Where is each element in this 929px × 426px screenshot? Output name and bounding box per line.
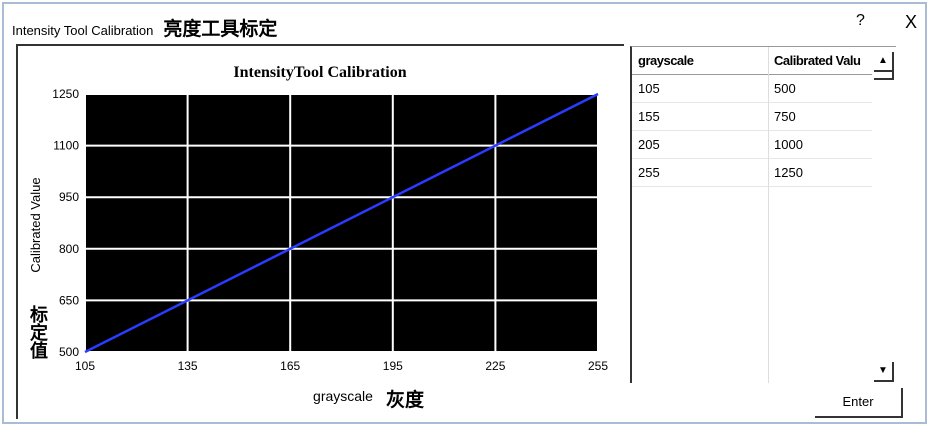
table-cell-calibrated-value[interactable]: 500	[768, 75, 872, 103]
y-tick-label: 950	[59, 190, 79, 204]
y-tick-label: 800	[59, 242, 79, 256]
calibration-table: grayscale Calibrated Valu 105 500 155 750 205 1…	[630, 46, 896, 383]
table-cell-calibrated-value[interactable]: 1250	[768, 159, 872, 187]
help-button[interactable]: ?	[856, 12, 865, 29]
chart-title: IntensityTool Calibration	[233, 64, 406, 81]
y-tick-label: 650	[59, 293, 79, 307]
chart-panel	[16, 44, 624, 419]
table-cell-grayscale[interactable]: 255	[632, 159, 768, 187]
column-header-grayscale: grayscale	[632, 47, 768, 75]
title-cn: 亮度工具标定	[163, 19, 278, 40]
title-en: Intensity Tool Calibration	[12, 23, 154, 38]
scroll-up-button[interactable]: ▲	[874, 52, 894, 72]
series-line	[84, 92, 599, 354]
column-divider	[768, 47, 769, 383]
column-header-calibrated-value: Calibrated Valu	[768, 47, 872, 75]
table-cell-grayscale[interactable]: 105	[632, 75, 768, 103]
window-title: Intensity Tool Calibration 亮度工具标定	[12, 14, 277, 41]
scroll-down-button[interactable]: ▼	[874, 362, 894, 382]
table-cell-calibrated-value[interactable]: 750	[768, 103, 872, 131]
scrollbar-thumb[interactable]	[874, 72, 894, 80]
y-axis-label-cn: 标定值	[28, 304, 49, 360]
x-tick-label: 255	[588, 359, 608, 373]
table-cell-grayscale[interactable]: 205	[632, 131, 768, 159]
x-tick-label: 135	[178, 359, 198, 373]
table-cell-calibrated-value[interactable]: 1000	[768, 131, 872, 159]
enter-button[interactable]: Enter	[815, 388, 903, 418]
y-axis-label: Calibrated Value	[28, 177, 43, 272]
x-tick-label: 165	[280, 359, 300, 373]
table-cell-grayscale[interactable]: 155	[632, 103, 768, 131]
x-tick-label: 195	[383, 359, 403, 373]
y-tick-label: 500	[59, 345, 79, 359]
calibration-chart: 105 135 165 195 225 255 500 650 800 950 1100 1250 In…	[28, 64, 608, 411]
close-button[interactable]: X	[905, 12, 918, 32]
x-axis-label: grayscale	[313, 388, 373, 404]
y-tick-label: 1250	[52, 87, 79, 101]
x-tick-label: 225	[485, 359, 505, 373]
x-tick-label: 105	[75, 359, 95, 373]
y-tick-label: 1100	[53, 139, 79, 153]
x-axis-label-cn: 灰度	[386, 388, 425, 411]
